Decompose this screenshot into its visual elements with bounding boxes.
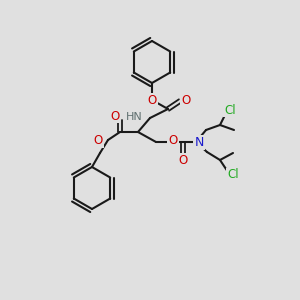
Text: Cl: Cl bbox=[227, 169, 239, 182]
Text: HN: HN bbox=[126, 112, 143, 122]
Text: O: O bbox=[94, 134, 103, 148]
Text: O: O bbox=[168, 134, 178, 146]
Text: O: O bbox=[147, 94, 157, 106]
Text: O: O bbox=[178, 154, 188, 166]
Text: O: O bbox=[110, 110, 120, 122]
Text: Cl: Cl bbox=[224, 103, 236, 116]
Text: N: N bbox=[194, 136, 204, 148]
Text: O: O bbox=[182, 94, 190, 106]
